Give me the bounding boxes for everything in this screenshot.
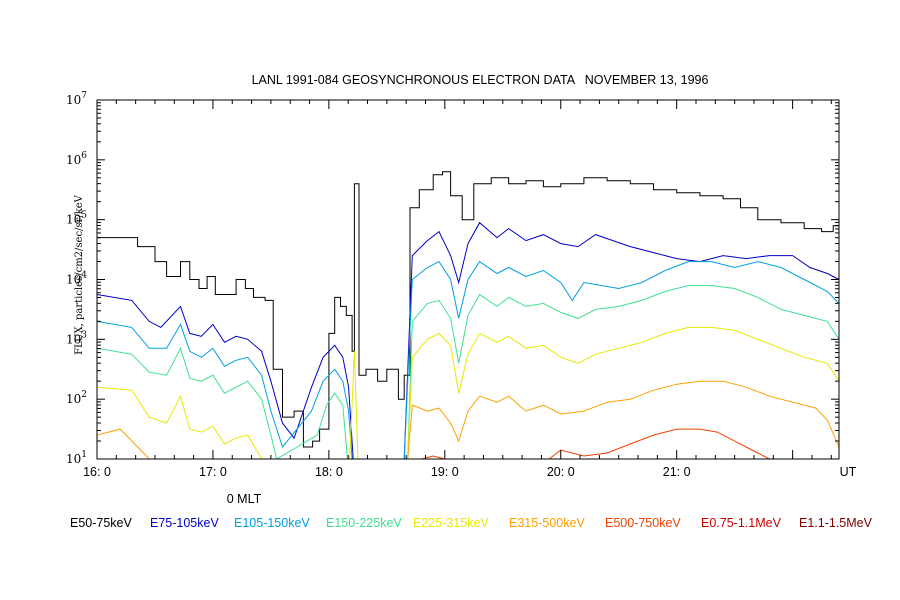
x-tick-label: 17: 0 — [199, 465, 227, 479]
series-line-6 — [421, 428, 770, 459]
x-axis-label: UT — [840, 465, 857, 479]
series-line-4 — [97, 326, 839, 459]
plot-lines — [97, 171, 839, 459]
y-axis-label: FLUX, particles/cm2/sec/sr/keV — [74, 194, 85, 355]
y-tick-label: 102 — [66, 390, 87, 406]
y-tick-label: 106 — [66, 151, 87, 167]
legend-item-3: E150-225keV — [326, 516, 402, 530]
x-tick-label: 18: 0 — [315, 465, 343, 479]
legend-item-5: E315-500keV — [509, 516, 585, 530]
x-tick-label: 16: 0 — [83, 465, 111, 479]
series-line-2 — [97, 260, 839, 459]
series-line-0 — [97, 171, 839, 448]
x-tick-label: 20: 0 — [547, 465, 575, 479]
legend-item-7: E0.75-1.1MeV — [701, 516, 782, 530]
legend-item-6: E500-750keV — [605, 516, 681, 530]
legend-item-8: E1.1-1.5MeV — [799, 516, 873, 530]
x-tick-label: 21: 0 — [663, 465, 691, 479]
series-line-3 — [97, 285, 839, 459]
legend: E50-75keV E75-105keV E105-150keV E150-225ke… — [70, 516, 873, 530]
axis-ticks: 101 102 103 104 105 106 107 16: 0 17: 0 18: 0 19: … — [66, 91, 839, 479]
y-tick-label: 104 — [66, 271, 87, 287]
chart-title: LANL 1991-084 GEOSYNCHRONOUS ELECTRON DA… — [252, 73, 709, 87]
legend-item-0: E50-75keV — [70, 516, 133, 530]
y-tick-label: 103 — [66, 330, 87, 346]
legend-item-4: E225-315keV — [413, 516, 489, 530]
y-tick-label: 107 — [66, 91, 87, 107]
x-tick-label: 19: 0 — [431, 465, 459, 479]
series-line-5 — [97, 380, 839, 459]
y-tick-label: 105 — [66, 211, 87, 227]
y-tick-label: 101 — [66, 450, 87, 466]
legend-item-1: E75-105keV — [150, 516, 219, 530]
x-sublabel: 0 MLT — [227, 492, 262, 506]
legend-item-2: E105-150keV — [234, 516, 310, 530]
series-line-1 — [97, 221, 839, 459]
